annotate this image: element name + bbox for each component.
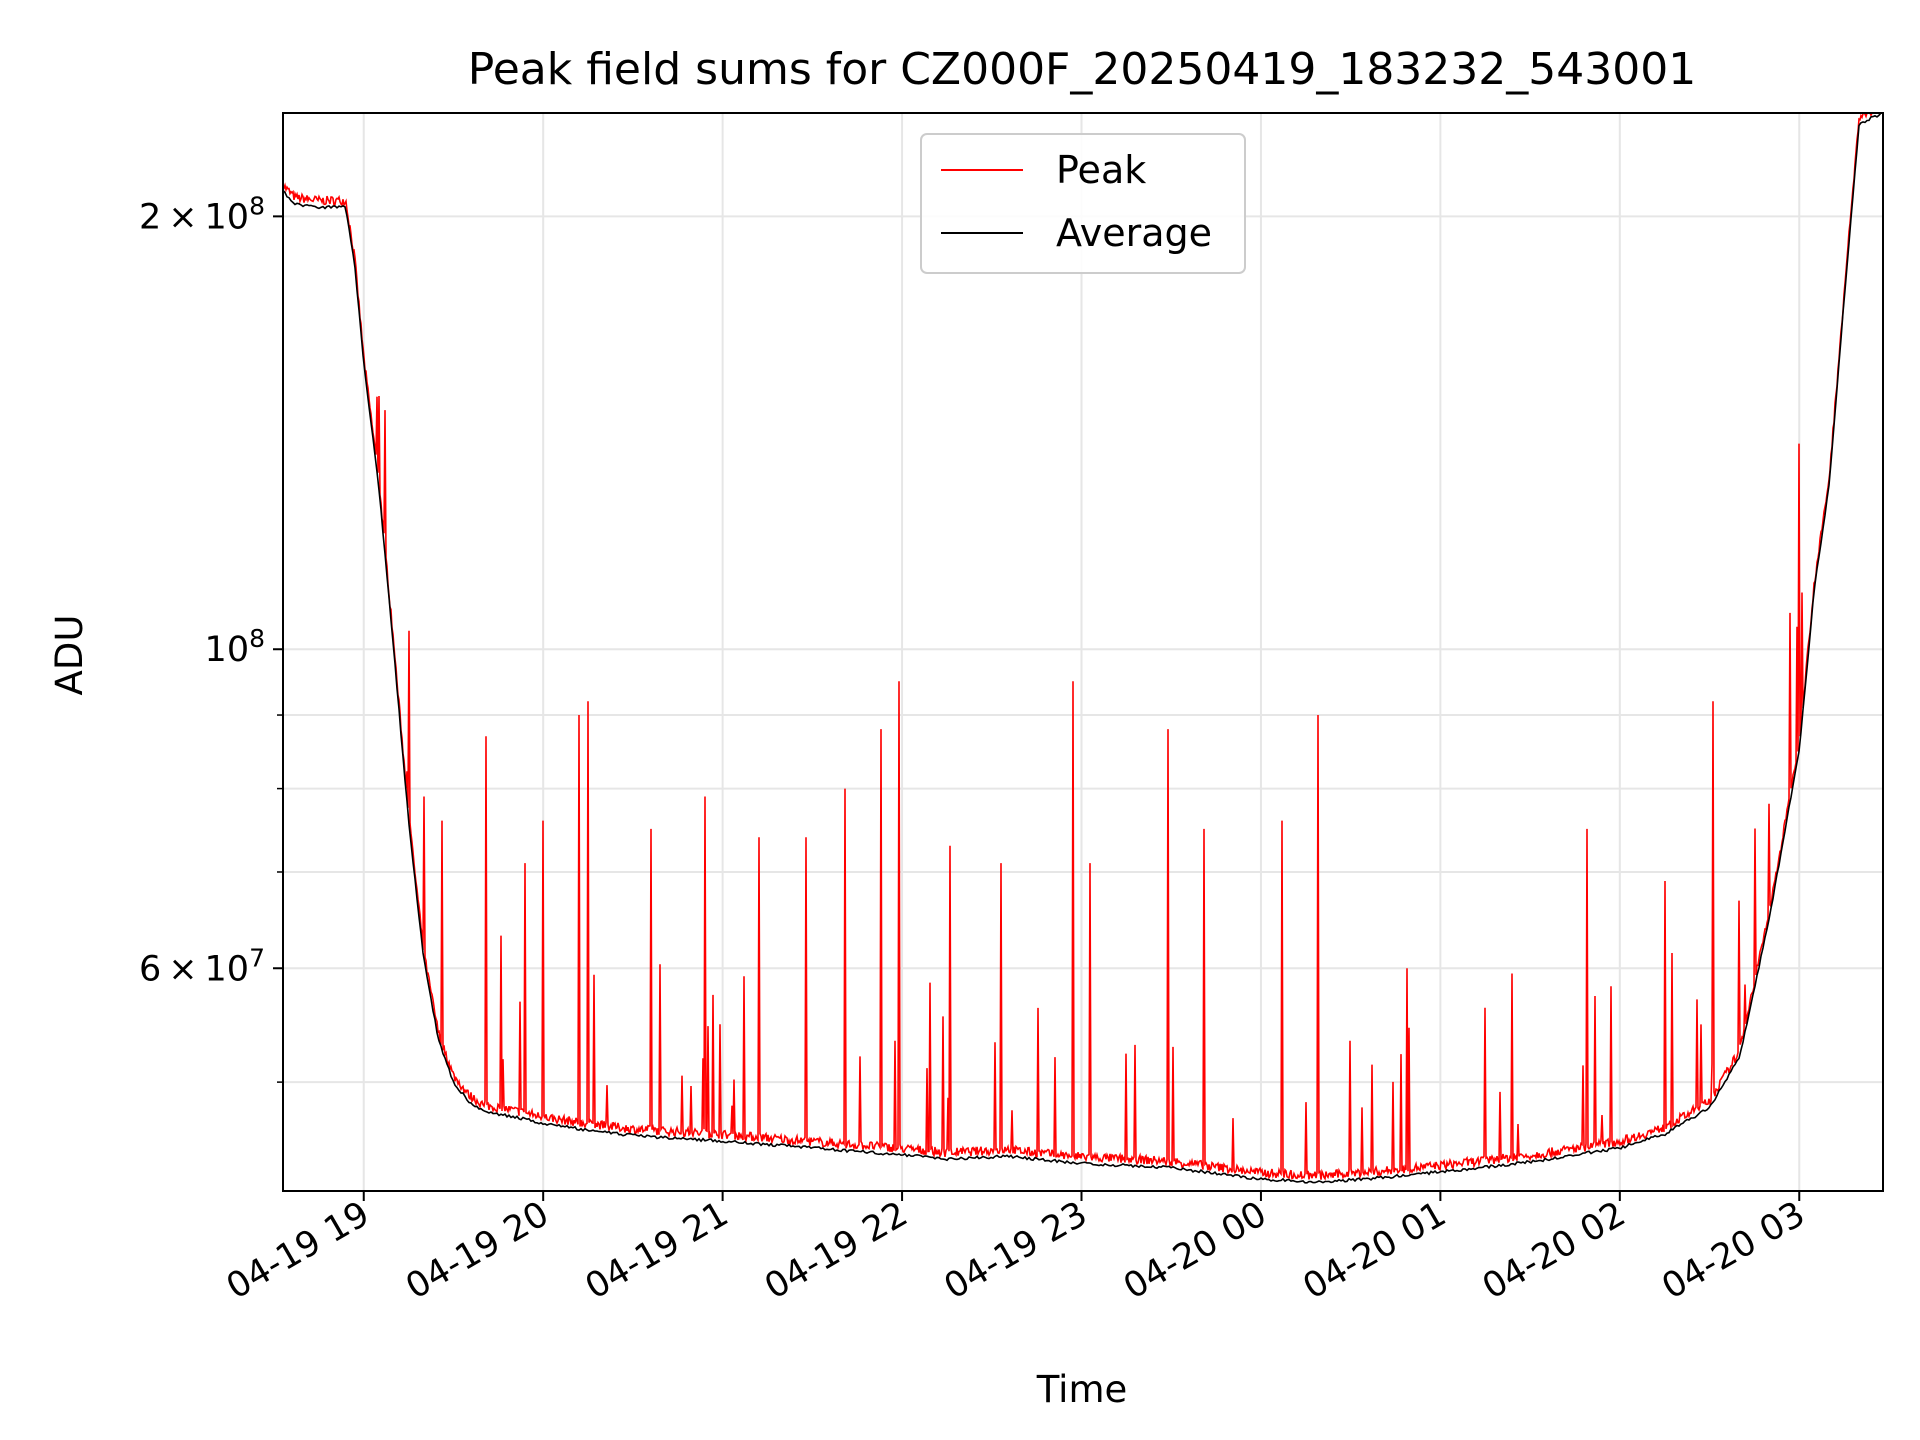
y-tick-label: 6 × 107	[139, 943, 265, 989]
y-tick-label: 108	[205, 624, 265, 670]
legend-box	[920, 133, 1246, 274]
chart-title: Peak field sums for CZ000F_20250419_1832…	[468, 44, 1697, 95]
y-axis-ticks: 2 × 108 108 6 × 107	[139, 191, 283, 1083]
y-axis-label: ADU	[48, 615, 91, 696]
average-series-line	[282, 112, 1884, 1184]
x-axis-label: Time	[1036, 1368, 1128, 1411]
grid-lines	[283, 113, 1883, 1191]
plot-series	[282, 112, 1884, 1184]
legend-peak-label: Peak	[1056, 148, 1146, 192]
legend-average-label: Average	[1056, 211, 1212, 255]
y-tick-label: 2 × 108	[139, 191, 265, 237]
peak-series-line	[283, 113, 1883, 1181]
plot-frame	[282, 112, 1884, 1192]
legend: Peak Average	[920, 133, 1246, 274]
